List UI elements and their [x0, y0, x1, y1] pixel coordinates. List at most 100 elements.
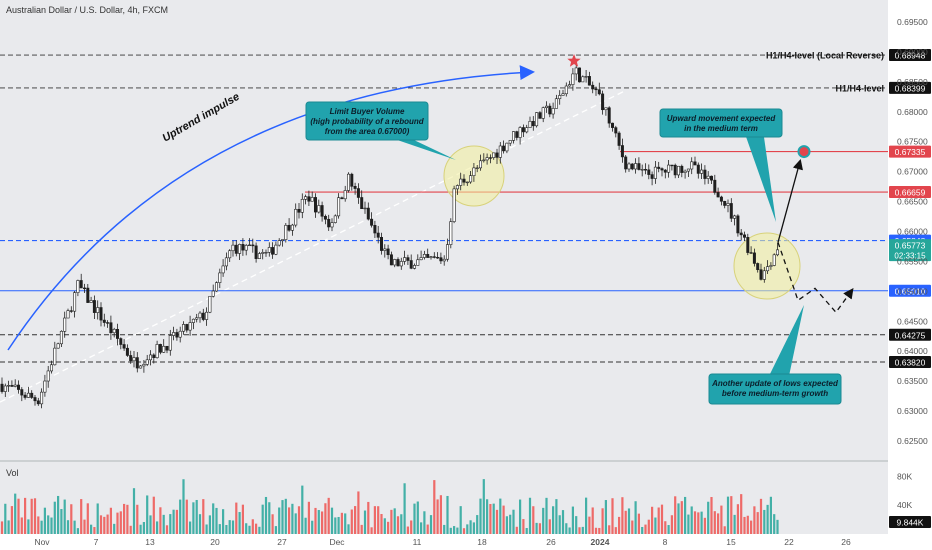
candle-body: [221, 265, 225, 274]
candle-body: [548, 105, 552, 115]
volume-bar: [327, 497, 330, 534]
candle-body: [224, 257, 228, 267]
volume-bar: [591, 507, 594, 534]
volume-bar: [20, 517, 23, 534]
volume-bar: [139, 524, 142, 534]
candle-body: [261, 252, 265, 254]
volume-bar: [522, 519, 525, 534]
candle-body: [436, 256, 440, 259]
candle-body: [83, 287, 87, 290]
volume-bar: [416, 501, 419, 534]
volume-bar: [538, 523, 541, 534]
volume-bar: [373, 506, 376, 534]
candle-body: [581, 76, 585, 83]
candle-body: [168, 335, 172, 351]
volume-bar: [406, 526, 409, 534]
candle-body: [333, 215, 337, 223]
volume-bar: [80, 499, 83, 534]
volume-bar: [149, 515, 152, 534]
volume-bar: [109, 507, 112, 534]
volume-bar: [70, 504, 73, 534]
volume-bar: [268, 502, 271, 534]
volume-bar: [387, 521, 390, 534]
candle-body: [670, 164, 674, 167]
candle-body: [215, 282, 219, 292]
candle-body: [518, 127, 522, 138]
volume-bar: [657, 507, 660, 534]
volume-bar: [380, 514, 383, 534]
volume-bar: [453, 526, 456, 534]
candle-body: [86, 287, 90, 303]
volume-bar: [449, 527, 452, 534]
volume-bar: [601, 508, 604, 534]
candle-body: [459, 178, 463, 186]
time-tick-label: 8: [663, 537, 668, 547]
volume-bar: [763, 509, 766, 534]
volume-bar: [90, 524, 93, 534]
time-tick-label: 11: [413, 537, 422, 547]
volume-bar: [436, 499, 439, 534]
candle-body: [607, 107, 611, 124]
time-axis-panel[interactable]: [0, 534, 888, 550]
volume-bar: [390, 509, 393, 534]
volume-bar: [182, 479, 185, 534]
volume-bar: [542, 507, 545, 534]
volume-bar: [208, 515, 211, 534]
volume-bar: [756, 512, 759, 534]
volume-bar: [621, 497, 624, 534]
volume-bar: [354, 506, 357, 534]
volume-bar: [185, 499, 188, 534]
candle-body: [568, 84, 572, 87]
volume-bar: [687, 514, 690, 534]
volume-bar: [330, 507, 334, 534]
volume-bar: [297, 506, 301, 534]
candle-body: [320, 205, 324, 217]
candle-body: [452, 188, 456, 222]
volume-bar: [344, 513, 347, 534]
volume-bar: [271, 514, 274, 534]
volume-bar: [568, 527, 571, 534]
volume-bar: [634, 501, 637, 534]
volume-bar: [159, 507, 162, 534]
volume-bar: [245, 523, 248, 534]
volume-bar: [456, 527, 459, 534]
volume-bar: [736, 504, 739, 534]
candle-body: [746, 237, 750, 253]
level-price-label: 0.65010: [895, 286, 926, 296]
time-tick-label: 26: [546, 537, 556, 547]
volume-bar: [720, 505, 723, 534]
volume-bar: [317, 510, 320, 534]
volume-bar: [697, 512, 700, 534]
candle-body: [102, 319, 106, 323]
volume-bar: [288, 507, 291, 534]
volume-bar: [585, 497, 588, 534]
volume-bar: [175, 509, 178, 534]
volume-bar: [291, 503, 294, 534]
callout-left-text: from the area 0.67000): [325, 127, 410, 136]
candle-body: [571, 73, 575, 85]
projection-up-arrow: [777, 158, 803, 243]
candle-body: [766, 266, 770, 272]
volume-bar: [50, 517, 53, 534]
candle-body: [363, 207, 367, 210]
volume-tick-label: 40K: [897, 500, 912, 510]
volume-bar: [334, 517, 337, 534]
candle-body: [683, 170, 687, 173]
callout-left-pointer: [391, 138, 456, 160]
candle-body: [432, 256, 436, 258]
time-tick-label: 20: [210, 537, 220, 547]
candle-body: [379, 237, 383, 251]
volume-bar: [123, 503, 126, 534]
candle-body: [584, 76, 588, 78]
callout-left-text: Limit Buyer Volume: [330, 107, 405, 116]
candle-body: [63, 317, 67, 332]
volume-bar: [684, 496, 687, 534]
candle-body: [535, 112, 539, 127]
candle-body: [307, 196, 311, 202]
volume-bar: [476, 515, 479, 534]
volume-bar: [103, 516, 106, 534]
candle-body: [515, 131, 519, 138]
price-tick-label: 0.64500: [897, 316, 928, 326]
volume-bar: [251, 519, 254, 534]
